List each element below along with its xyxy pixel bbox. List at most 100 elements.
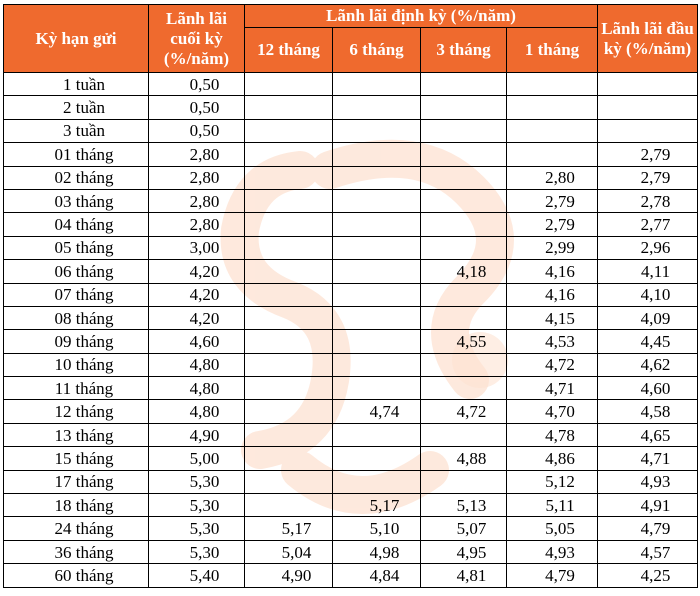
cell-upfront: 2,77 <box>597 212 699 237</box>
cell-periodic-12 <box>244 118 333 144</box>
cell-periodic-3 <box>420 235 507 261</box>
cell-periodic-1: 2,79 <box>505 188 599 214</box>
cell-periodic-12 <box>244 212 333 237</box>
cell-periodic-3: 4,55 <box>420 329 507 354</box>
cell-periodic-3: 4,88 <box>420 446 507 471</box>
table-row: 18 tháng 5,30 5,17 5,13 5,11 4,91 <box>3 493 699 518</box>
header-periodic-3: 3 tháng <box>420 27 507 73</box>
cell-periodic-12 <box>244 235 333 261</box>
cell-periodic-3 <box>420 352 507 378</box>
cell-upfront <box>597 71 699 97</box>
cell-periodic-12 <box>244 329 333 354</box>
cell-upfront: 4,62 <box>597 352 699 378</box>
cell-periodic-3: 4,72 <box>420 399 507 424</box>
cell-end-of-term: 2,80 <box>148 188 245 214</box>
table-row: 08 tháng 4,20 4,15 4,09 <box>3 305 699 331</box>
cell-periodic-1: 4,79 <box>505 563 599 588</box>
cell-periodic-12 <box>244 188 333 214</box>
cell-end-of-term: 0,50 <box>148 118 245 144</box>
table-row: 2 tuần 0,50 <box>3 95 699 120</box>
table-row: 1 tuần 0,50 <box>3 71 699 97</box>
table-row: 10 tháng 4,80 4,72 4,62 <box>3 352 699 378</box>
cell-periodic-1: 5,12 <box>505 469 599 495</box>
cell-term: 18 tháng <box>3 493 149 518</box>
table-row: 24 tháng 5,30 5,17 5,10 5,07 5,05 4,79 <box>3 516 699 541</box>
cell-periodic-3 <box>420 282 507 307</box>
cell-periodic-3 <box>420 165 507 190</box>
table-row: 12 tháng 4,80 4,74 4,72 4,70 4,58 <box>3 399 699 424</box>
table-row: 09 tháng 4,60 4,55 4,53 4,45 <box>3 329 699 354</box>
cell-periodic-12 <box>244 446 333 471</box>
cell-end-of-term: 2,80 <box>148 212 245 237</box>
cell-periodic-12 <box>244 305 333 331</box>
cell-end-of-term: 2,80 <box>148 165 245 190</box>
cell-periodic-6 <box>332 165 421 190</box>
cell-periodic-6 <box>332 422 421 448</box>
table-row: 07 tháng 4,20 4,16 4,10 <box>3 282 699 307</box>
cell-periodic-3 <box>420 188 507 214</box>
cell-periodic-6 <box>332 188 421 214</box>
table-row: 01 tháng 2,80 2,79 <box>3 142 699 167</box>
cell-end-of-term: 4,20 <box>148 282 245 307</box>
cell-end-of-term: 5,30 <box>148 469 245 495</box>
cell-periodic-6 <box>332 95 421 120</box>
cell-upfront: 4,10 <box>597 282 699 307</box>
cell-upfront: 4,71 <box>597 446 699 471</box>
cell-end-of-term: 5,40 <box>148 563 245 588</box>
cell-periodic-3: 5,07 <box>420 516 507 541</box>
cell-periodic-6 <box>332 259 421 284</box>
cell-upfront: 4,79 <box>597 516 699 541</box>
cell-term: 05 tháng <box>3 235 149 261</box>
cell-periodic-6 <box>332 329 421 354</box>
cell-periodic-3 <box>420 95 507 120</box>
cell-end-of-term: 4,80 <box>148 376 245 401</box>
cell-periodic-12 <box>244 399 333 424</box>
cell-periodic-3: 5,13 <box>420 493 507 518</box>
cell-periodic-12 <box>244 493 333 518</box>
cell-periodic-12 <box>244 282 333 307</box>
cell-end-of-term: 0,50 <box>148 71 245 97</box>
cell-periodic-1: 4,16 <box>505 282 599 307</box>
cell-periodic-6 <box>332 352 421 378</box>
cell-periodic-1 <box>505 71 599 97</box>
cell-term: 01 tháng <box>3 142 149 167</box>
cell-periodic-1: 2,80 <box>505 165 599 190</box>
table-row: 04 tháng 2,80 2,79 2,77 <box>3 212 699 237</box>
interest-rate-table: Kỳ hạn gửi Lãnh lãi cuối kỳ (%/năm) Lãnh… <box>3 4 699 588</box>
cell-upfront: 4,60 <box>597 376 699 401</box>
cell-periodic-6 <box>332 469 421 495</box>
cell-periodic-1: 4,16 <box>505 259 599 284</box>
cell-periodic-6: 4,98 <box>332 539 421 565</box>
table-row: 05 tháng 3,00 2,99 2,96 <box>3 235 699 261</box>
cell-upfront: 4,65 <box>597 422 699 448</box>
cell-periodic-1 <box>505 95 599 120</box>
cell-periodic-6: 4,74 <box>332 399 421 424</box>
cell-upfront: 4,91 <box>597 493 699 518</box>
cell-periodic-3: 4,18 <box>420 259 507 284</box>
cell-periodic-6 <box>332 376 421 401</box>
cell-end-of-term: 4,20 <box>148 259 245 284</box>
cell-term: 11 tháng <box>3 376 149 401</box>
cell-upfront: 4,45 <box>597 329 699 354</box>
cell-end-of-term: 0,50 <box>148 95 245 120</box>
table-row: 03 tháng 2,80 2,79 2,78 <box>3 188 699 214</box>
header-term: Kỳ hạn gửi <box>3 4 149 73</box>
table-row: 17 tháng 5,30 5,12 4,93 <box>3 469 699 495</box>
cell-periodic-6 <box>332 305 421 331</box>
cell-periodic-3 <box>420 142 507 167</box>
cell-term: 2 tuần <box>3 95 149 120</box>
table-row: 06 tháng 4,20 4,18 4,16 4,11 <box>3 259 699 284</box>
cell-periodic-12 <box>244 469 333 495</box>
cell-periodic-6 <box>332 446 421 471</box>
cell-term: 10 tháng <box>3 352 149 378</box>
cell-end-of-term: 4,90 <box>148 422 245 448</box>
cell-periodic-6 <box>332 235 421 261</box>
cell-upfront: 4,58 <box>597 399 699 424</box>
cell-upfront: 4,93 <box>597 469 699 495</box>
cell-term: 17 tháng <box>3 469 149 495</box>
cell-periodic-3 <box>420 422 507 448</box>
cell-periodic-1 <box>505 142 599 167</box>
header-periodic-6: 6 tháng <box>332 27 421 73</box>
cell-term: 13 tháng <box>3 422 149 448</box>
cell-upfront <box>597 95 699 120</box>
